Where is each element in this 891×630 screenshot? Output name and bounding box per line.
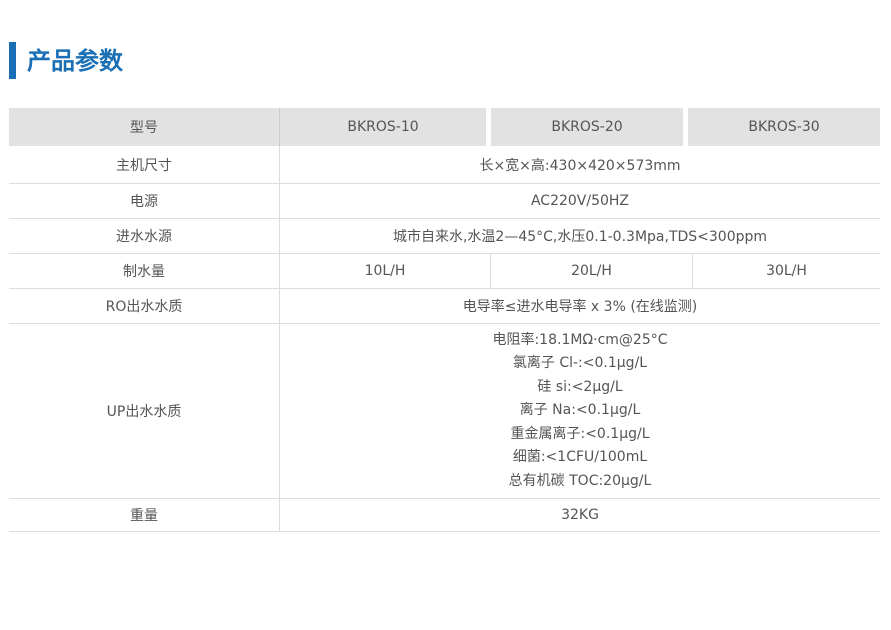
table-row: 主机尺寸 长×宽×高:430×420×573mm [9,146,880,184]
spec-table: 型号 BKROS-10 BKROS-20 BKROS-30 主机尺寸 长×宽×高… [9,108,880,532]
spec-line: 电阻率:18.1MΩ·cm@25°C [492,331,668,348]
row-value: 电导率≤进水电导率 x 3% (在线监测) [462,299,698,315]
row-label: 进水水源 [9,219,280,253]
row-value: 长×宽×高:430×420×573mm [479,157,681,174]
spec-line: 氯离子 Cl-:<0.1μg/L [512,355,648,372]
header-model: BKROS-30 [688,108,880,146]
row-value-list: 电阻率:18.1MΩ·cm@25°C 氯离子 Cl-:<0.1μg/L 硅 si… [280,324,880,498]
table-row: RO出水水质 电导率≤进水电导率 x 3% (在线监测) [9,289,880,324]
spec-line: 硅 si:<2μg/L [537,378,623,395]
spec-line: 重金属离子:<0.1μg/L [510,425,650,442]
header-model: BKROS-20 [491,108,683,146]
table-row: 制水量 10L/H 20L/H 30L/H [9,254,880,289]
table-header-row: 型号 BKROS-10 BKROS-20 BKROS-30 [9,108,880,146]
table-row: 重量 32KG [9,499,880,532]
table-row: UP出水水质 电阻率:18.1MΩ·cm@25°C 氯离子 Cl-:<0.1μg… [9,324,880,499]
row-label: 电源 [9,184,280,218]
row-label: 重量 [9,499,280,531]
row-label: UP出水水质 [9,324,280,498]
row-value: AC220V/50HZ [530,193,630,209]
spec-line: 总有机碳 TOC:20μg/L [508,472,652,489]
header-model: BKROS-10 [280,108,486,146]
row-value: 20L/H [491,254,693,288]
table-row: 电源 AC220V/50HZ [9,184,880,219]
table-row: 进水水源 城市自来水,水温2—45°C,水压0.1-0.3Mpa,TDS<300… [9,219,880,254]
row-label: RO出水水质 [9,289,280,323]
row-label: 制水量 [9,254,280,288]
row-value: 30L/H [766,263,807,279]
row-label: 主机尺寸 [9,146,280,183]
row-value: 10L/H [280,254,491,288]
row-value: 32KG [561,507,599,523]
spec-line: 离子 Na:<0.1μg/L [519,402,641,419]
page-title: 产品参数 [27,47,123,75]
spec-line: 细菌:<1CFU/100mL [512,449,648,466]
header-label: 型号 [9,108,280,146]
row-value: 城市自来水,水温2—45°C,水压0.1-0.3Mpa,TDS<300ppm [392,229,768,245]
title-accent-bar [9,42,16,79]
